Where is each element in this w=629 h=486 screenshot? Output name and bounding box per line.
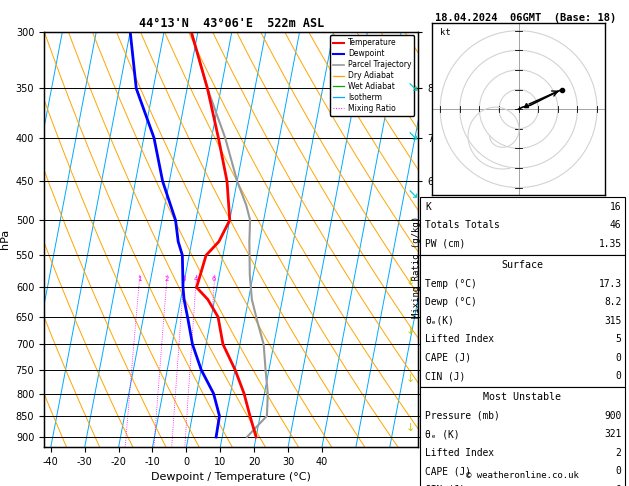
Text: PW (cm): PW (cm)	[425, 239, 465, 249]
Text: 18.04.2024  06GMT  (Base: 18): 18.04.2024 06GMT (Base: 18)	[435, 13, 616, 23]
Text: 4: 4	[194, 277, 198, 282]
Text: →: →	[402, 78, 420, 97]
Text: 17.3: 17.3	[598, 279, 621, 289]
Text: ↓: ↓	[406, 374, 415, 384]
Text: 0: 0	[616, 353, 621, 363]
Text: ↓: ↓	[406, 423, 415, 433]
Text: © weatheronline.co.uk: © weatheronline.co.uk	[466, 470, 579, 480]
Text: ↓: ↓	[406, 277, 415, 287]
Text: CIN (J): CIN (J)	[425, 371, 465, 381]
Text: →: →	[402, 185, 420, 204]
Text: 315: 315	[604, 316, 621, 326]
Text: 0: 0	[616, 467, 621, 476]
Text: 900: 900	[604, 411, 621, 421]
Text: 2: 2	[616, 448, 621, 458]
Text: 1: 1	[137, 277, 142, 282]
Text: CAPE (J): CAPE (J)	[425, 353, 471, 363]
Text: Pressure (mb): Pressure (mb)	[425, 411, 500, 421]
Text: ↓: ↓	[406, 326, 415, 335]
Text: Dewp (°C): Dewp (°C)	[425, 297, 477, 307]
Text: θₑ(K): θₑ(K)	[425, 316, 454, 326]
Text: 3: 3	[181, 277, 186, 282]
Text: Lifted Index: Lifted Index	[425, 334, 494, 344]
Text: 8.2: 8.2	[604, 297, 621, 307]
Y-axis label: km
ASL: km ASL	[457, 240, 475, 261]
Y-axis label: hPa: hPa	[0, 229, 10, 249]
Text: 46: 46	[610, 221, 621, 230]
Text: 2: 2	[164, 277, 169, 282]
Text: 0: 0	[616, 485, 621, 486]
Text: CAPE (J): CAPE (J)	[425, 467, 471, 476]
Text: kt: kt	[440, 28, 451, 36]
X-axis label: Dewpoint / Temperature (°C): Dewpoint / Temperature (°C)	[151, 472, 311, 483]
Text: Temp (°C): Temp (°C)	[425, 279, 477, 289]
Text: 6: 6	[212, 277, 216, 282]
Text: 5: 5	[616, 334, 621, 344]
Text: Surface: Surface	[501, 260, 543, 270]
Text: →: →	[402, 127, 420, 145]
Legend: Temperature, Dewpoint, Parcel Trajectory, Dry Adiabat, Wet Adiabat, Isotherm, Mi: Temperature, Dewpoint, Parcel Trajectory…	[330, 35, 415, 116]
Text: Mixing Ratio (g/kg): Mixing Ratio (g/kg)	[412, 216, 421, 318]
Title: 44°13'N  43°06'E  522m ASL: 44°13'N 43°06'E 522m ASL	[138, 17, 324, 31]
Text: 0: 0	[616, 371, 621, 381]
Text: 16: 16	[610, 202, 621, 212]
Text: CIN (J): CIN (J)	[425, 485, 465, 486]
Text: K: K	[425, 202, 431, 212]
Text: Totals Totals: Totals Totals	[425, 221, 500, 230]
Text: 321: 321	[604, 430, 621, 439]
Text: 1.35: 1.35	[598, 239, 621, 249]
Text: Most Unstable: Most Unstable	[483, 393, 562, 402]
Text: θₑ (K): θₑ (K)	[425, 430, 460, 439]
Text: Lifted Index: Lifted Index	[425, 448, 494, 458]
